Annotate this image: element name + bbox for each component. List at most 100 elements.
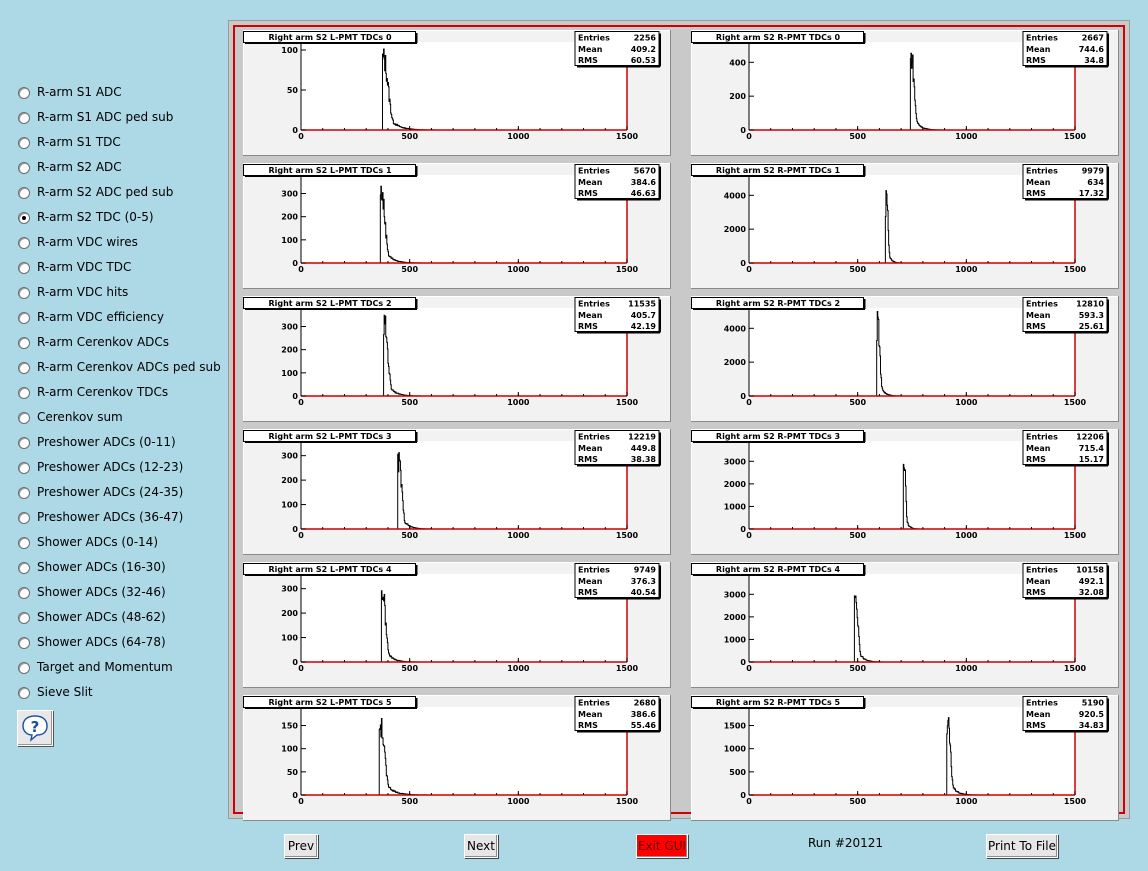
histogram-pad[interactable]: 0 500 1000 1500 0 1000 2000 3000 Right arm S2 R-… xyxy=(691,562,1119,688)
radio-item[interactable]: Preshower ADCs (0-11) xyxy=(14,432,224,457)
histogram-pad[interactable]: 0 500 1000 1500 0 100 200 300 Right arm S2 L-PMT… xyxy=(243,429,671,555)
radio-button[interactable] xyxy=(18,187,30,199)
histogram-pad[interactable]: 0 500 1000 1500 0 2000 4000 Right arm S2 R-PMT … xyxy=(691,163,1119,289)
stat-value: 5190 xyxy=(1082,699,1105,708)
radio-button[interactable] xyxy=(18,287,30,299)
y-tick-label: 0 xyxy=(740,791,746,800)
radio-button[interactable] xyxy=(18,562,30,574)
radio-label: R-arm S1 TDC xyxy=(37,135,121,149)
radio-button[interactable] xyxy=(18,387,30,399)
radio-item[interactable]: R-arm VDC TDC xyxy=(14,257,224,282)
radio-item[interactable]: R-arm S1 ADC ped sub xyxy=(14,107,224,132)
radio-button[interactable] xyxy=(18,687,30,699)
x-tick-label: 500 xyxy=(401,797,418,806)
radio-item[interactable]: R-arm Cerenkov ADCs xyxy=(14,332,224,357)
stat-value: 12206 xyxy=(1076,433,1104,442)
x-tick-label: 500 xyxy=(849,531,866,540)
help-button[interactable]: ? xyxy=(17,710,53,746)
x-tick-label: 1500 xyxy=(1064,531,1087,540)
radio-item[interactable]: Preshower ADCs (12-23) xyxy=(14,457,224,482)
radio-item[interactable]: Shower ADCs (0-14) xyxy=(14,532,224,557)
run-number-label: Run #20121 xyxy=(808,836,884,850)
x-tick-label: 1500 xyxy=(616,265,639,274)
x-tick-label: 500 xyxy=(849,664,866,673)
radio-button[interactable] xyxy=(18,337,30,349)
histogram-title: Right arm S2 R-PMT TDCs 2 xyxy=(716,299,840,308)
stat-value: 42.19 xyxy=(631,322,657,331)
radio-button[interactable] xyxy=(18,637,30,649)
radio-label: R-arm VDC efficiency xyxy=(37,310,165,324)
exit-gui-button[interactable]: Exit GUI xyxy=(636,834,688,858)
radio-button[interactable] xyxy=(18,437,30,449)
radio-item[interactable]: R-arm VDC wires xyxy=(14,232,224,257)
radio-button[interactable] xyxy=(18,137,30,149)
radio-label: R-arm VDC hits xyxy=(37,285,129,299)
histogram-pad[interactable]: 0 500 1000 1500 0 200 400 Right arm S2 R-PMT TD… xyxy=(691,30,1119,156)
histogram-title: Right arm S2 L-PMT TDCs 4 xyxy=(268,565,392,574)
radio-button[interactable] xyxy=(18,362,30,374)
next-button[interactable]: Next xyxy=(464,834,498,858)
radio-item[interactable]: R-arm S1 TDC xyxy=(14,132,224,157)
stat-label: Entries xyxy=(578,699,610,708)
radio-button[interactable] xyxy=(18,237,30,249)
radio-button[interactable] xyxy=(18,662,30,674)
y-tick-label: 50 xyxy=(287,768,299,777)
radio-item[interactable]: R-arm S2 TDC (0-5) xyxy=(14,207,224,232)
histogram-canvas[interactable]: 0 500 1000 1500 0 50 100 Right arm S2 L-PMT TDC… xyxy=(233,25,1125,821)
radio-item[interactable]: R-arm S1 ADC xyxy=(14,82,224,107)
radio-item[interactable]: Preshower ADCs (24-35) xyxy=(14,482,224,507)
x-tick-label: 0 xyxy=(298,265,304,274)
radio-item[interactable]: Shower ADCs (64-78) xyxy=(14,632,224,657)
radio-item[interactable]: R-arm S2 ADC xyxy=(14,157,224,182)
radio-item[interactable]: Target and Momentum xyxy=(14,657,224,682)
radio-button[interactable] xyxy=(18,612,30,624)
y-tick-label: 0 xyxy=(740,392,746,401)
radio-button[interactable] xyxy=(18,212,30,224)
radio-button[interactable] xyxy=(18,537,30,549)
x-tick-label: 1000 xyxy=(955,797,978,806)
radio-item[interactable]: Shower ADCs (16-30) xyxy=(14,557,224,582)
radio-item[interactable]: Sieve Slit xyxy=(14,682,224,707)
radio-item[interactable]: R-arm VDC hits xyxy=(14,282,224,307)
radio-item[interactable]: Cerenkov sum xyxy=(14,407,224,432)
radio-button[interactable] xyxy=(18,587,30,599)
radio-button[interactable] xyxy=(18,412,30,424)
x-tick-label: 1500 xyxy=(1064,132,1087,141)
print-to-file-button[interactable]: Print To File xyxy=(986,834,1058,858)
stat-label: RMS xyxy=(1026,322,1046,331)
stat-value: 55.46 xyxy=(631,721,657,730)
x-tick-label: 1500 xyxy=(616,132,639,141)
radio-button[interactable] xyxy=(18,512,30,524)
histogram-pad[interactable]: 0 500 1000 1500 0 500 1000 1500 Right arm S2 R-P… xyxy=(691,695,1119,821)
radio-button[interactable] xyxy=(18,162,30,174)
histogram-pad[interactable]: 0 500 1000 1500 0 50 100 150 Right arm S2 L-PMT … xyxy=(243,695,671,821)
radio-item[interactable]: Shower ADCs (48-62) xyxy=(14,607,224,632)
radio-item[interactable]: Preshower ADCs (36-47) xyxy=(14,507,224,532)
radio-item[interactable]: R-arm Cerenkov TDCs xyxy=(14,382,224,407)
radio-button[interactable] xyxy=(18,262,30,274)
radio-button[interactable] xyxy=(18,462,30,474)
x-tick-label: 1500 xyxy=(1064,398,1087,407)
radio-item[interactable]: R-arm VDC efficiency xyxy=(14,307,224,332)
radio-button[interactable] xyxy=(18,112,30,124)
radio-label: Shower ADCs (32-46) xyxy=(37,585,166,599)
histogram-pad[interactable]: 0 500 1000 1500 0 2000 4000 Right arm S2 R-PMT … xyxy=(691,296,1119,422)
histogram-pad[interactable]: 0 500 1000 1500 0 100 200 300 Right arm S2 L-PMT… xyxy=(243,163,671,289)
plot-frame xyxy=(301,574,627,662)
histogram-pad[interactable]: 0 500 1000 1500 0 1000 2000 3000 Right arm S2 R-… xyxy=(691,429,1119,555)
histogram-pad[interactable]: 0 500 1000 1500 0 50 100 Right arm S2 L-PMT TDC… xyxy=(243,30,671,156)
histogram-pad[interactable]: 0 500 1000 1500 0 100 200 300 Right arm S2 L-PMT… xyxy=(243,296,671,422)
histogram-pad[interactable]: 0 500 1000 1500 0 100 200 300 Right arm S2 L-PMT… xyxy=(243,562,671,688)
radio-label: Preshower ADCs (0-11) xyxy=(37,435,176,449)
x-tick-label: 0 xyxy=(298,398,304,407)
y-tick-label: 100 xyxy=(281,236,298,245)
radio-item[interactable]: R-arm Cerenkov ADCs ped sub xyxy=(14,357,224,382)
radio-button[interactable] xyxy=(18,87,30,99)
radio-item[interactable]: Shower ADCs (32-46) xyxy=(14,582,224,607)
radio-button[interactable] xyxy=(18,487,30,499)
radio-button[interactable] xyxy=(18,312,30,324)
prev-button[interactable]: Prev xyxy=(284,834,318,858)
radio-item[interactable]: R-arm S2 ADC ped sub xyxy=(14,182,224,207)
x-tick-label: 500 xyxy=(849,265,866,274)
stat-label: RMS xyxy=(1026,189,1046,198)
